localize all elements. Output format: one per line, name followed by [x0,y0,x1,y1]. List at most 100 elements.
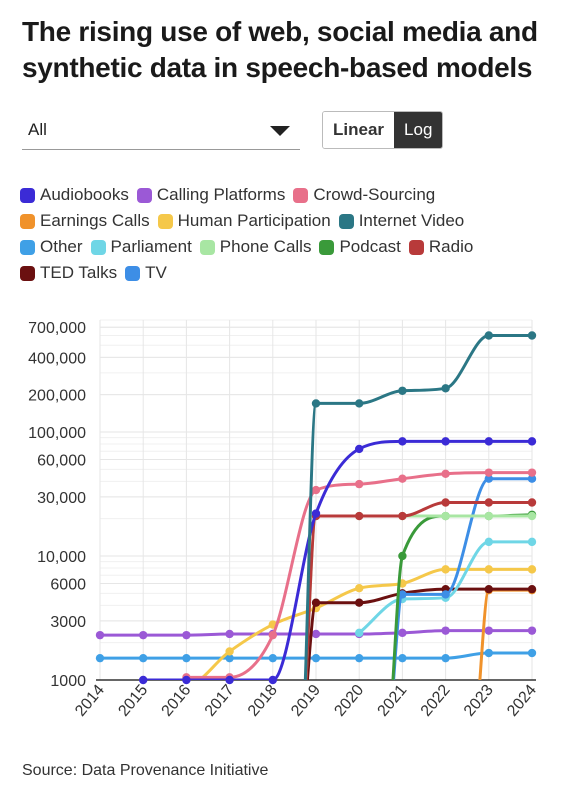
x-tick-label: 2020 [331,682,367,720]
data-point-tv [484,474,493,483]
source-note: Source: Data Provenance Initiative [22,762,269,779]
line-chart: 1000 3000 6000 10,000 30,000 60,000 100,000 200… [28,319,540,720]
data-point-podcast [398,551,407,561]
y-tick-label: 10,000 [37,549,86,566]
data-point-internet-video [311,399,321,408]
dropdown-value: All [28,120,47,139]
data-point-phone-calls [484,511,493,521]
data-point-parliament [484,537,493,547]
data-point-other [355,653,364,663]
page-title: The rising use of web, social media and … [22,16,538,83]
legend-swatch [20,265,35,281]
y-tick-label: 6000 [50,577,86,594]
data-point-radio [355,511,364,521]
legend-item-phone-calls[interactable]: Phone Calls [199,237,311,257]
data-point-audiobooks [484,437,493,446]
data-point-other [398,653,407,663]
legend-swatch [20,239,35,255]
data-point-internet-video [527,331,537,340]
data-point-tv [398,590,407,599]
chart-legend: Audiobooks Calling Platforms Crowd-Sourc… [20,182,560,286]
legend-label: Audiobooks [40,185,129,204]
legend-row: TED Talks TV [20,260,560,286]
data-point-ted-talks [484,584,493,594]
chevron-down-icon[interactable] [270,126,290,136]
legend-row: Other Parliament Phone Calls Podcast Rad… [20,234,560,260]
legend-label: Earnings Calls [40,211,150,230]
data-point-radio [441,498,450,507]
legend-swatch [20,213,35,229]
x-tick-label: 2018 [245,682,281,720]
series-line-crowd-sourcing [186,471,532,679]
data-point-radio [527,498,537,507]
legend-item-audiobooks[interactable]: Audiobooks [20,185,129,205]
legend-label: Crowd-Sourcing [313,185,436,204]
data-point-calling-platforms [182,630,191,640]
legend-row: Earnings Calls Human Participation Inter… [20,208,560,234]
data-point-crowd-sourcing [527,468,537,477]
legend-item-podcast[interactable]: Podcast [319,237,401,257]
data-point-other [225,653,234,663]
data-point-other [441,653,450,663]
legend-swatch [136,187,152,203]
data-point-other [95,653,105,663]
y-tick-label: 1000 [50,673,86,690]
series-line-podcast [391,513,533,680]
filter-dropdown[interactable]: All [22,112,300,150]
x-tick-label: 2017 [202,682,238,720]
data-point-other [311,653,321,663]
legend-label: Internet Video [358,211,465,230]
data-point-audiobooks [527,437,537,446]
data-point-internet-video [441,384,450,393]
data-point-phone-calls [527,511,537,521]
data-point-crowd-sourcing [441,469,450,479]
legend-swatch [90,239,106,255]
data-point-internet-video [484,331,493,340]
data-point-audiobooks [441,437,450,446]
legend-label: TV [145,263,167,282]
data-point-calling-platforms [527,626,537,635]
legend-item-tv[interactable]: TV [125,263,167,283]
x-tick-label: 2022 [418,682,454,720]
legend-swatch [199,239,215,255]
y-tick-label: 30,000 [37,490,86,507]
data-point-other [484,648,493,658]
legend-item-radio[interactable]: Radio [408,237,473,257]
data-point-audiobooks [398,437,407,446]
legend-item-other[interactable]: Other [20,237,83,257]
legend-label: Parliament [110,237,192,256]
data-point-audiobooks [355,444,364,454]
legend-item-ted-talks[interactable]: TED Talks [20,263,117,283]
legend-swatch [125,265,141,281]
data-point-human-participation [225,647,234,656]
x-tick-label: 2024 [504,682,540,720]
legend-item-calling-platforms[interactable]: Calling Platforms [136,185,286,205]
linear-scale-button[interactable]: Linear [323,112,395,148]
data-point-calling-platforms [484,626,493,635]
y-tick-label: 700,000 [28,320,86,337]
legend-swatch [157,213,173,229]
legend-item-crowd-sourcing[interactable]: Crowd-Sourcing [293,185,435,205]
legend-label: Calling Platforms [156,185,286,204]
data-point-other [527,648,537,658]
legend-item-internet-video[interactable]: Internet Video [338,211,465,231]
series-line-internet-video [303,333,532,680]
legend-item-parliament[interactable]: Parliament [90,237,192,257]
scale-toggle[interactable]: Linear Log [322,111,444,149]
data-point-crowd-sourcing [484,468,493,477]
x-tick-label: 2023 [461,682,497,720]
data-point-calling-platforms [95,630,105,640]
log-scale-button[interactable]: Log [394,112,443,148]
data-point-calling-platforms [139,630,148,640]
data-point-crowd-sourcing [311,485,321,495]
data-point-human-participation [355,583,364,593]
series-line-audiobooks [143,439,532,680]
series-line-radio [304,501,532,680]
data-point-tv [527,474,537,483]
data-point-crowd-sourcing [398,474,407,483]
legend-item-human-participation[interactable]: Human Participation [157,211,331,231]
data-point-calling-platforms [441,626,450,635]
legend-item-earnings-calls[interactable]: Earnings Calls [20,211,150,231]
data-point-audiobooks [311,509,321,518]
legend-label: TED Talks [40,263,118,282]
